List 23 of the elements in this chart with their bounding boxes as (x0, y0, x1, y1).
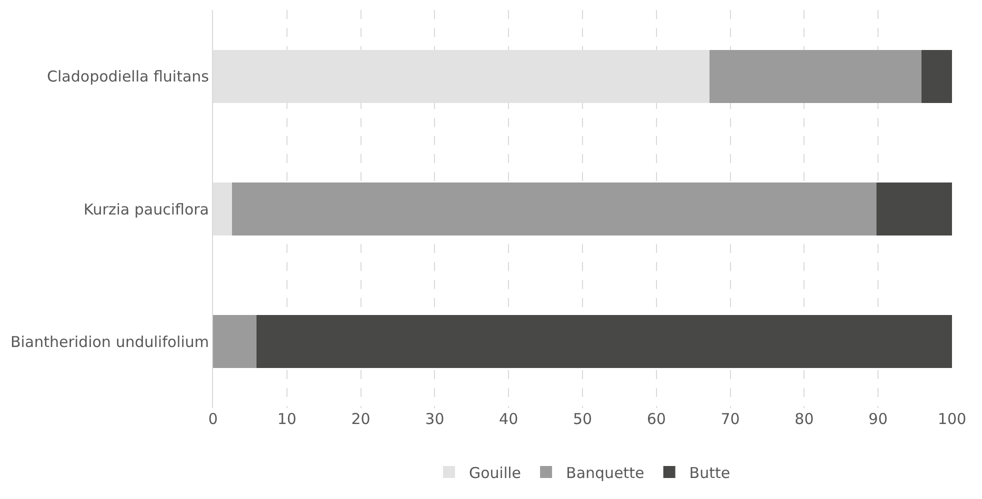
bar (922, 50, 952, 103)
x-tick-label: 20 (351, 410, 370, 428)
x-tick-label: 90 (868, 410, 888, 428)
legend-label: Butte (689, 464, 730, 482)
x-tick-label: 60 (646, 410, 666, 428)
bar (710, 50, 922, 103)
legend-label: Banquette (566, 464, 644, 482)
y-tick-label: Kurzia pauciflora (84, 200, 209, 218)
y-tick-label: Biantheridion undulifolium (10, 332, 209, 351)
x-tick-label: 100 (938, 410, 966, 428)
y-tick-label: Cladopodiella fluitans (47, 68, 210, 86)
x-tick-label: 70 (720, 410, 740, 428)
x-tick-label: 50 (572, 410, 592, 428)
x-tick-label: 30 (425, 410, 444, 428)
legend-label: Gouille (469, 464, 522, 482)
bar (876, 182, 952, 236)
bar (232, 182, 877, 236)
x-tick-label: 40 (499, 410, 518, 428)
x-tick-label: 0 (208, 410, 218, 428)
x-tick-label: 80 (794, 410, 814, 428)
bar (213, 315, 257, 368)
bar (256, 315, 952, 368)
x-tick-label: 10 (277, 410, 296, 428)
